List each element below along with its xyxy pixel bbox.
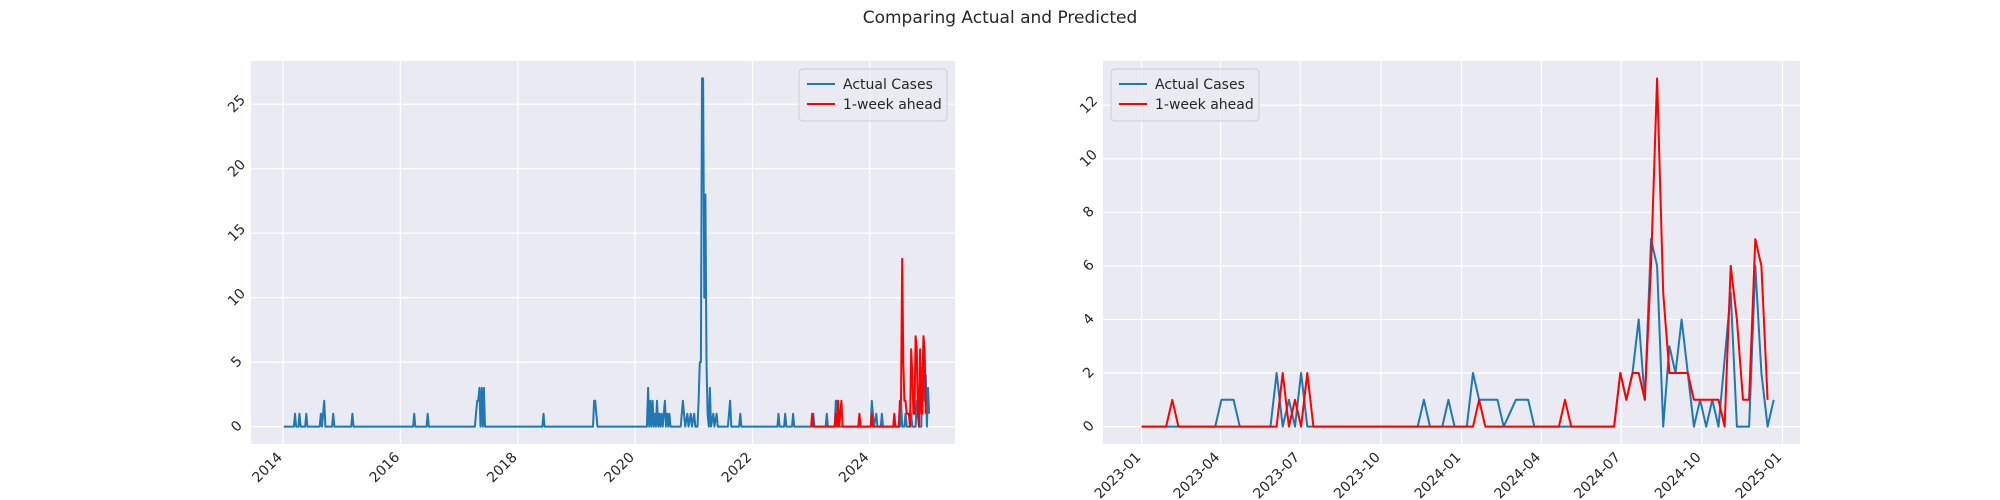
subplot-right: 2023-01 2023-04 2023-07 2023-10 2024-01 2024-…: [1077, 61, 1800, 500]
y-tick-label: 0: [228, 418, 246, 436]
y-tick-label: 6: [1080, 257, 1098, 275]
x-tick-label: 2024-01: [1412, 450, 1465, 500]
series-lines-right: [1141, 77, 1775, 428]
y-tick-label: 10: [1077, 147, 1101, 171]
x-tick-label: 2023-10: [1331, 450, 1384, 500]
x-tick-label: 2018: [484, 450, 521, 487]
series-lines-left: [283, 77, 931, 428]
subplot-left: 2014 2016 2018 2020 2022 2024 0 5 10 15 20 25 Actua…: [225, 61, 955, 486]
x-tick-label: 2024-04: [1492, 449, 1545, 500]
y-tick-label: 0: [1080, 418, 1098, 436]
legend-box: [798, 68, 948, 122]
y-tick-label: 15: [225, 221, 249, 245]
x-tick-label: 2014: [249, 449, 286, 486]
figure-title: Comparing Actual and Predicted: [862, 8, 1138, 28]
y-tick-label: 20: [225, 157, 249, 181]
x-tick-label: 2020: [601, 450, 638, 487]
y-tick-label: 2: [1080, 364, 1098, 382]
x-tick-label: 2023-01: [1092, 450, 1145, 500]
legend-right: Actual Cases 1-week ahead: [1110, 68, 1260, 122]
legend-label-actual: Actual Cases: [1155, 77, 1245, 93]
legend-left: Actual Cases 1-week ahead: [798, 68, 948, 122]
legend-label-predicted: 1-week ahead: [1155, 97, 1254, 113]
y-tick-label: 8: [1080, 204, 1098, 222]
x-tick-label: 2023-04: [1171, 449, 1224, 500]
legend-label-actual: Actual Cases: [843, 77, 933, 93]
y-tick-label: 5: [228, 353, 246, 371]
x-tick-label: 2024-10: [1652, 450, 1705, 500]
x-tick-label: 2016: [367, 449, 404, 486]
plot-area-right: [1103, 61, 1800, 444]
x-tick-label: 2024-07: [1571, 450, 1624, 500]
x-tick-label: 2022: [719, 450, 756, 487]
legend-label-predicted: 1-week ahead: [843, 97, 942, 113]
y-tick-label: 4: [1080, 311, 1098, 329]
x-tick-label: 2025-01: [1733, 450, 1786, 500]
series-line-predicted: [1141, 77, 1769, 428]
legend-box: [1110, 68, 1260, 122]
series-line-predicted: [810, 257, 927, 428]
x-tick-label: 2024: [836, 449, 873, 486]
series-line-actual: [283, 77, 931, 428]
x-tick-label: 2023-07: [1250, 450, 1303, 500]
y-tick-label: 12: [1077, 93, 1101, 117]
y-tick-label: 25: [225, 92, 249, 116]
y-tick-label: 10: [225, 286, 249, 310]
plot-area-left: [251, 61, 955, 444]
